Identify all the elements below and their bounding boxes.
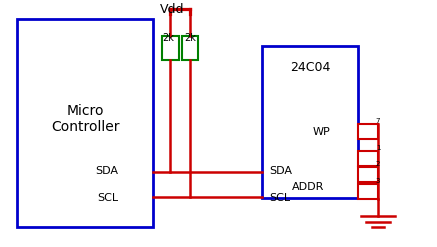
Text: Vdd: Vdd — [160, 3, 185, 16]
Text: 7: 7 — [376, 118, 380, 124]
Text: SDA: SDA — [269, 166, 292, 176]
Text: 3: 3 — [376, 178, 380, 185]
FancyBboxPatch shape — [358, 151, 378, 166]
Text: SDA: SDA — [95, 166, 118, 176]
Text: 2k: 2k — [162, 33, 174, 43]
FancyBboxPatch shape — [182, 36, 198, 61]
Text: 1: 1 — [376, 145, 380, 151]
Text: SCL: SCL — [97, 193, 118, 203]
Text: 2k: 2k — [184, 33, 196, 43]
Text: 24C04: 24C04 — [290, 61, 330, 74]
FancyBboxPatch shape — [358, 167, 378, 182]
Text: SCL: SCL — [269, 193, 290, 203]
Text: 2: 2 — [376, 161, 380, 167]
Text: WP: WP — [312, 127, 330, 137]
FancyBboxPatch shape — [358, 124, 378, 139]
Text: Micro
Controller: Micro Controller — [51, 104, 119, 134]
FancyBboxPatch shape — [358, 185, 378, 199]
Text: ADDR: ADDR — [292, 182, 324, 192]
FancyBboxPatch shape — [162, 36, 179, 61]
